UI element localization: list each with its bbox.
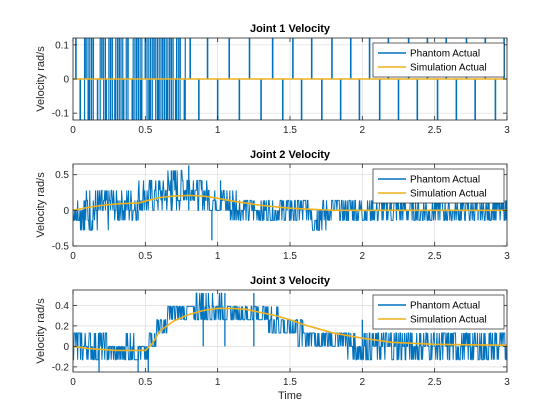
y-tick-label: 0.4 xyxy=(55,301,69,312)
x-tick-label: 1 xyxy=(215,377,221,388)
x-tick-label: 1.5 xyxy=(283,251,297,262)
x-tick-label: 2.5 xyxy=(428,251,442,262)
legend-label: Simulation Actual xyxy=(410,63,487,74)
legend-label: Phantom Actual xyxy=(410,301,480,312)
y-tick-label: 0.1 xyxy=(55,40,69,51)
x-tick-label: 3 xyxy=(504,125,510,136)
legend-label: Phantom Actual xyxy=(410,49,480,60)
x-tick-label: 2 xyxy=(360,125,366,136)
y-axis-label: Velocity rad/s xyxy=(35,298,47,364)
legend-box xyxy=(372,168,505,204)
legend: Phantom Actual Simulation Actual xyxy=(372,294,505,330)
x-tick-label: 1.5 xyxy=(283,377,297,388)
x-tick-label: 1 xyxy=(215,125,221,136)
y-tick-label: -0.2 xyxy=(52,362,70,373)
legend-label: Phantom Actual xyxy=(410,175,480,186)
x-tick-label: 2 xyxy=(360,251,366,262)
x-tick-label: 0.5 xyxy=(138,251,152,262)
x-tick-label: 2.5 xyxy=(428,125,442,136)
legend-box xyxy=(372,294,505,330)
x-tick-label: 2.5 xyxy=(428,377,442,388)
y-axis-label: Velocity rad/s xyxy=(35,46,47,112)
subplot-title: Joint 1 Velocity xyxy=(250,23,331,35)
subplot-title: Joint 2 Velocity xyxy=(250,149,331,161)
legend: Phantom Actual Simulation Actual xyxy=(372,42,505,78)
legend-box xyxy=(372,42,505,78)
y-axis-label: Velocity rad/s xyxy=(35,172,47,238)
x-tick-label: 0.5 xyxy=(138,125,152,136)
x-axis-label: Time xyxy=(278,390,302,402)
legend: Phantom Actual Simulation Actual xyxy=(372,168,505,204)
y-tick-label: 0 xyxy=(63,342,69,353)
legend-label: Simulation Actual xyxy=(410,315,487,326)
x-tick-label: 0 xyxy=(70,377,76,388)
y-tick-label: -0.1 xyxy=(52,109,70,120)
subplot-title: Joint 3 Velocity xyxy=(250,275,331,287)
y-tick-label: 0.2 xyxy=(55,321,69,332)
y-tick-label: 0 xyxy=(63,75,69,86)
plot-content xyxy=(73,38,507,120)
simulation-actual-line xyxy=(73,194,507,212)
legend-label: Simulation Actual xyxy=(410,189,487,200)
x-tick-label: 2 xyxy=(360,377,366,388)
x-tick-label: 0 xyxy=(70,251,76,262)
y-tick-label: 0 xyxy=(63,206,69,217)
y-tick-label: 0.5 xyxy=(55,170,69,181)
x-tick-label: 3 xyxy=(504,251,510,262)
simulation-actual-line xyxy=(73,307,507,352)
x-tick-label: 1 xyxy=(215,251,221,262)
y-tick-label: -0.5 xyxy=(52,242,70,253)
x-tick-label: 0.5 xyxy=(138,377,152,388)
x-tick-label: 3 xyxy=(504,377,510,388)
phantom-actual-line xyxy=(73,292,507,361)
plot-content xyxy=(73,292,507,372)
x-tick-label: 0 xyxy=(70,125,76,136)
x-tick-label: 1.5 xyxy=(283,125,297,136)
